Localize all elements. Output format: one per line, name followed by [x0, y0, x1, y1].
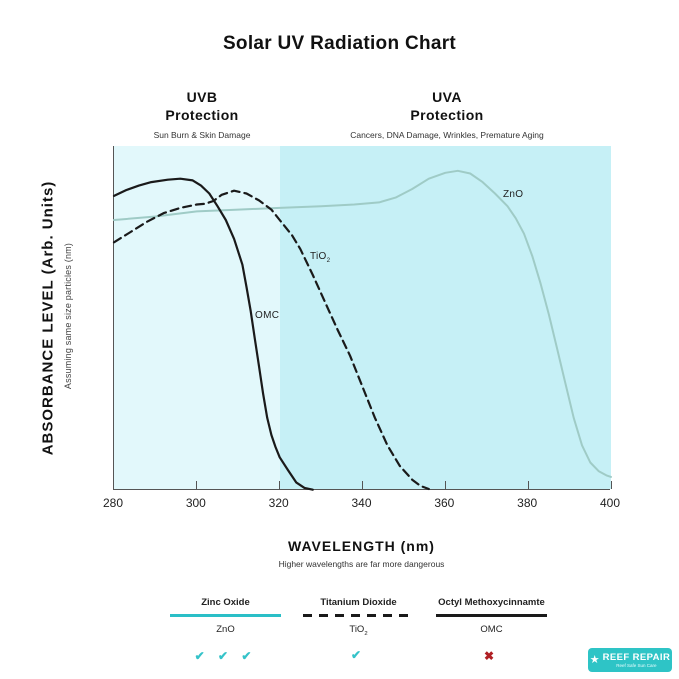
uvb-title-line1: UVB — [186, 89, 218, 105]
legend-label: OMC — [480, 624, 503, 635]
page-title: Solar UV Radiation Chart — [222, 33, 457, 54]
tick-label-400: 400 — [599, 496, 621, 510]
tick-label-340: 340 — [351, 496, 372, 510]
chart-area: TiO2 OMC ZnO — [112, 146, 612, 491]
tick-mark-400 — [610, 481, 612, 489]
star-icon: ★ — [589, 653, 600, 666]
legend-title: Titanium Dioxide — [320, 597, 397, 608]
zno-curve-label: ZnO — [503, 189, 524, 200]
omc-curve-label: OMC — [255, 310, 280, 321]
tick-label-360: 360 — [434, 496, 455, 510]
legend-title: Octyl Methoxycinnamte — [438, 597, 545, 608]
uva-title-line1: UVA — [432, 89, 462, 105]
uvb-protection-header: UVB Protection Sun Burn & Skin Damage — [102, 88, 302, 140]
logo-tagline: Reef Safe Sun Care — [616, 662, 657, 668]
curve-OMC — [112, 177, 314, 491]
curve-TiO2 — [112, 189, 430, 491]
legend-line-sample-dashed-black — [303, 614, 414, 617]
uvb-title-line2: Protection — [165, 107, 239, 123]
legend-label: ZnO — [216, 624, 235, 635]
logo-brand-text: REEF REPAIR — [602, 651, 671, 663]
triple-check-icon: ✔ ✔ ✔ — [194, 648, 257, 663]
legend-line-sample-solid-black — [436, 614, 547, 617]
legend-line-sample-solid-teal — [170, 614, 281, 617]
tick-mark-340 — [362, 481, 363, 489]
cross-icon: ✖ — [483, 648, 500, 663]
tick-mark-300 — [196, 481, 198, 489]
tick-mark-320 — [279, 481, 281, 489]
absorbance-curves — [112, 169, 612, 491]
uva-subtitle: Cancers, DNA Damage, Wrinkles, Premature… — [350, 130, 544, 140]
tick-label-280: 280 — [102, 496, 124, 510]
tick-mark-360 — [444, 481, 446, 489]
legend-item-zinc-oxide: Zinc Oxide ZnO ✔ ✔ ✔ — [170, 597, 281, 663]
y-axis-sublabel: Assuming same size particles (nm) — [63, 242, 73, 390]
curve-ZnO — [113, 169, 612, 478]
legend: Zinc Oxide ZnO ✔ ✔ ✔ Titanium Dioxide Ti… — [170, 597, 547, 663]
uvb-subtitle: Sun Burn & Skin Damage — [153, 130, 251, 140]
x-axis-sublabel: Higher wavelengths are far more dangerou… — [278, 559, 445, 569]
legend-title: Zinc Oxide — [201, 597, 250, 608]
y-axis-label: ABSORBANCE LEVEL (Arb. Units) — [39, 180, 57, 456]
tick-mark-380 — [527, 481, 529, 489]
tick-label-320: 320 — [268, 496, 289, 510]
x-axis-label: WAVELENGTH (nm) — [288, 538, 435, 554]
reef-repair-logo: ★ REEF REPAIR Reef Safe Sun Care — [588, 648, 672, 672]
legend-item-titanium-dioxide: Titanium Dioxide TiO2 ✔ — [303, 597, 414, 663]
legend-label: TiO2 — [349, 623, 368, 637]
x-axis-tick-labels: 280 300 320 340 360 380 400 — [103, 496, 620, 510]
tick-label-380: 380 — [517, 496, 538, 510]
tick-label-300: 300 — [185, 496, 206, 510]
single-check-icon: ✔ — [350, 648, 367, 663]
uva-region-band — [279, 146, 611, 489]
legend-item-octyl-methoxycinnamte: Octyl Methoxycinnamte OMC ✖ — [436, 597, 547, 663]
uva-title-line2: Protection — [410, 107, 484, 123]
tio2-curve-label: TiO2 — [310, 251, 331, 264]
uva-protection-header: UVA Protection Cancers, DNA Damage, Wrin… — [307, 88, 587, 140]
